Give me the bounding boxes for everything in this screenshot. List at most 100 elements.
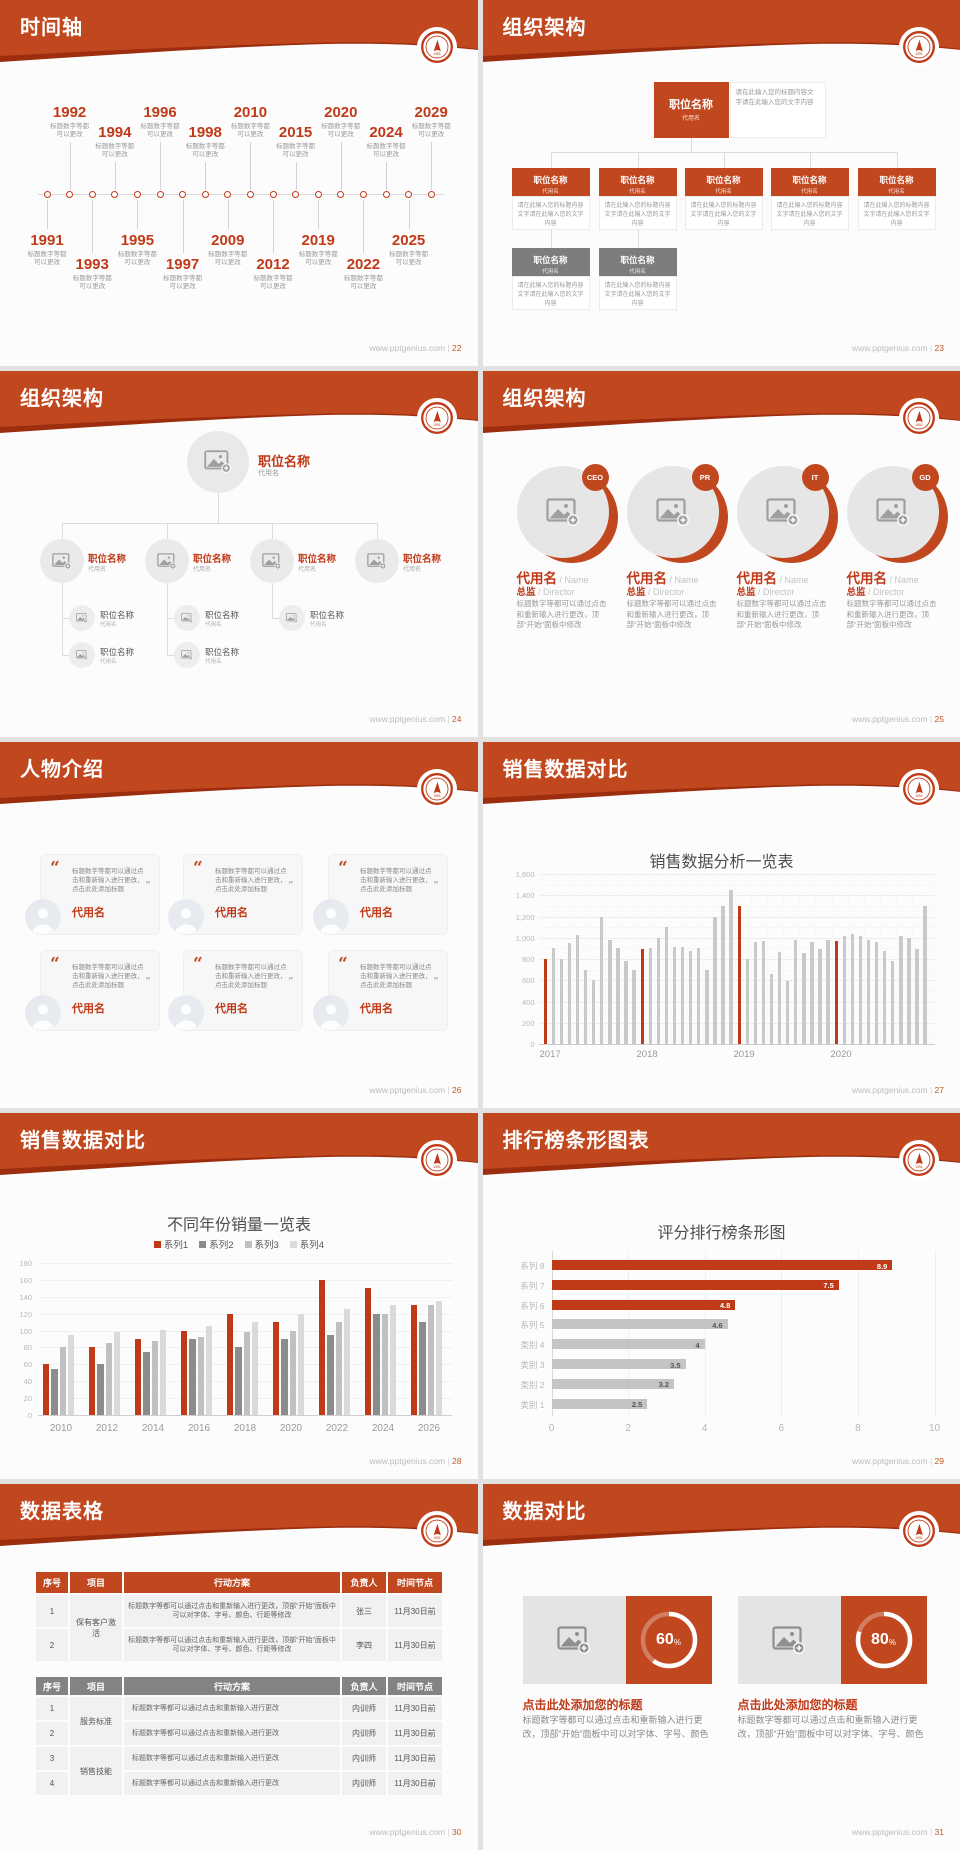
position-subtitle: 代用名 bbox=[715, 189, 732, 195]
connector-line bbox=[734, 874, 736, 1044]
person-avatar-icon bbox=[25, 899, 61, 935]
slide-30-data-tables[interactable]: 数据表格 序号 项目 行动方案 负责人 时间节点 1 保有客户激活 标题数字等都可以通过点击和… bbox=[0, 1484, 478, 1850]
timeline-caption: 标题数字等都 可以更改 bbox=[72, 275, 112, 290]
svg-text:1951: 1951 bbox=[915, 1536, 923, 1540]
connector-line bbox=[273, 200, 274, 253]
bar bbox=[243, 1332, 250, 1415]
connector-line bbox=[538, 895, 935, 897]
connector-line bbox=[272, 523, 273, 539]
person-avatar-icon bbox=[313, 995, 349, 1031]
person-role: 总监 / Director bbox=[517, 584, 614, 598]
bar bbox=[608, 939, 612, 1044]
quote-text: 标题数字等都可以通过点击和重新输入进行更改，点击此处添加标题 bbox=[72, 964, 144, 989]
position-title: 职位名称 bbox=[792, 175, 827, 185]
role-en: / Director bbox=[865, 587, 905, 597]
school-badge-logo: 1951 bbox=[416, 1139, 458, 1186]
connector-line bbox=[538, 905, 935, 907]
legend-item: 系列1 bbox=[153, 1237, 188, 1251]
svg-text:1951: 1951 bbox=[433, 423, 441, 427]
row-number-cell: 1 bbox=[36, 1697, 68, 1720]
bar bbox=[874, 942, 879, 1044]
bar bbox=[390, 1305, 397, 1415]
connector-line bbox=[934, 1251, 936, 1416]
bar bbox=[381, 1313, 388, 1415]
time-cell: 11月30日前 bbox=[388, 1629, 442, 1661]
bar bbox=[567, 943, 572, 1044]
timeline-item: 1997 标题数字等都 可以更改 bbox=[156, 256, 210, 291]
card-desc: 标题数字等都可以通过点击和重新输入进行更改，顶部“开始”面板中可以对字体、字号、… bbox=[737, 1715, 924, 1739]
slide-25-org-chart[interactable]: 组织架构 CEO 代用名 / Name 总监 / Director 标题数字等都可以通… bbox=[482, 371, 960, 737]
slide-body: 序号 项目 行动方案 负责人 时间节点 1 保有客户激活 标题数字等都可以通过点击和重新输入进… bbox=[0, 1484, 478, 1850]
connector-line bbox=[538, 884, 935, 886]
connector-line bbox=[538, 874, 935, 875]
slide-22-timeline[interactable]: 时间轴 1991 标题数字等都 可以更改 1992 标题数字等都 可以更改 1993 标题数字… bbox=[0, 0, 478, 366]
header-wave-band bbox=[0, 371, 478, 433]
quote-name: 代用名 bbox=[72, 1003, 105, 1015]
y-axis-label: 80 bbox=[23, 1343, 32, 1353]
bar bbox=[419, 1322, 426, 1415]
position-title: 职位名称 bbox=[193, 554, 232, 565]
connector-line bbox=[538, 1044, 935, 1045]
timeline-caption: 标题数字等都 可以更改 bbox=[208, 251, 248, 266]
connector-line bbox=[766, 874, 768, 1044]
footer-page-number: 25 bbox=[934, 714, 944, 724]
connector-line bbox=[831, 874, 833, 1044]
bar-value: 8.9 bbox=[876, 1261, 888, 1271]
bar bbox=[656, 937, 661, 1044]
bar bbox=[273, 1322, 280, 1415]
role-cn: 总监 bbox=[626, 587, 646, 598]
bar bbox=[551, 1398, 648, 1409]
connector-line bbox=[167, 523, 168, 539]
slide-24-org-chart[interactable]: 组织架构 职位名称 代用名 职位名称 代用名 职位名称 代用名 职位名称 代用名 职位名… bbox=[0, 371, 478, 737]
avatar-placeholder-circle bbox=[355, 539, 399, 583]
x-axis-label: 2020 bbox=[279, 1423, 303, 1434]
y-axis-label: 200 bbox=[521, 1018, 535, 1028]
sub-position-subtitle: 代用名 bbox=[205, 622, 222, 628]
timeline-year: 2015 bbox=[278, 124, 313, 141]
name-cn: 代用名 bbox=[846, 571, 888, 586]
connector-line bbox=[408, 200, 410, 229]
open-quote-icon: “ bbox=[338, 858, 348, 878]
connector-line bbox=[815, 874, 817, 1044]
x-axis-label: 8 bbox=[855, 1423, 861, 1434]
slide-28-grouped-bar-chart[interactable]: 销售数据对比 不同年份销量一览表 系列1 系列2 系列3 系列4 0 20 40 60 80 100… bbox=[0, 1113, 478, 1479]
footer-site: www.pptgenius.com bbox=[852, 1827, 935, 1837]
slide-title: 数据对比 bbox=[502, 1501, 587, 1523]
timeline-node bbox=[224, 190, 232, 198]
slide-31-data-compare[interactable]: 数据对比 60% 点击此处添加您的标题 标题数字等都可以通过点击和重新输入进行更改，… bbox=[482, 1484, 960, 1850]
slide-body: 销售数据分析一览表 0 200 400 600 800 1,000 1,200 1,400 1,6… bbox=[483, 742, 960, 1108]
timeline-item: 2022 标题数字等都 可以更改 bbox=[336, 256, 390, 291]
connector-line bbox=[704, 1251, 706, 1416]
slide-title: 销售数据对比 bbox=[502, 759, 629, 781]
timeline-year: 2022 bbox=[346, 256, 381, 273]
bar bbox=[826, 939, 830, 1044]
slide-26-people-intro[interactable]: 人物介绍 “标题数字等都可以通过点击和重新输入进行更改，点击此处添加标题” 代用名… bbox=[0, 742, 478, 1108]
person-cell: 内训师 bbox=[342, 1722, 386, 1745]
footer-site: www.pptgenius.com bbox=[370, 1085, 453, 1095]
bar bbox=[559, 959, 564, 1044]
timeline-caption: 标题数字等都 可以更改 bbox=[95, 143, 135, 158]
timeline-node bbox=[359, 190, 367, 198]
connector-line bbox=[250, 142, 252, 190]
connector-line bbox=[686, 874, 687, 1044]
bar bbox=[883, 950, 887, 1044]
timeline-year: 1991 bbox=[30, 232, 64, 249]
slide-23-org-chart[interactable]: 组织架构 职位名称 代用名 请在此输入您的标题内容文字请在此输入您的文字内容 职位名称… bbox=[482, 0, 960, 366]
table-header-cell: 序号 bbox=[36, 1677, 68, 1695]
bar bbox=[551, 1279, 839, 1290]
connector-line bbox=[38, 1263, 452, 1264]
connector-line bbox=[896, 152, 898, 168]
bar bbox=[745, 959, 749, 1044]
slide-29-ranking-chart[interactable]: 排行榜条形图表 评分排行榜条形图 0 2 4 6 8 10 系列 8 8.9 系列 7 7.5 系列 … bbox=[482, 1113, 960, 1479]
person-avatar-icon bbox=[313, 899, 349, 935]
connector-line bbox=[137, 200, 139, 229]
bar bbox=[729, 889, 733, 1044]
role-badge: PR bbox=[691, 464, 719, 491]
description-box: 请在此输入您的标题内容文字请在此输入您的文字内容 bbox=[684, 196, 763, 230]
bar bbox=[59, 1347, 66, 1415]
connector-line bbox=[167, 618, 175, 619]
footer-page-number: 22 bbox=[452, 343, 462, 353]
y-axis-label: 180 bbox=[19, 1259, 32, 1268]
slide-27-sales-chart[interactable]: 销售数据对比 销售数据分析一览表 0 200 400 600 800 1,000 1,200 1… bbox=[482, 742, 960, 1108]
role-en: / Director bbox=[535, 587, 575, 597]
